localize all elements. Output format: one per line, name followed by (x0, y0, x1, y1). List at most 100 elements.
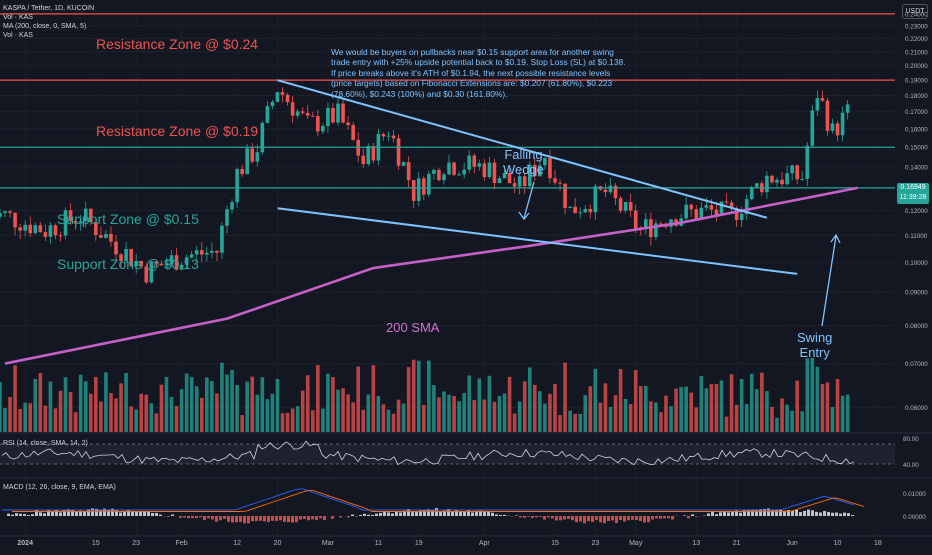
macd-histogram-bar (159, 515, 162, 516)
candle-body (266, 106, 270, 123)
volume-bar (402, 404, 406, 432)
volume-bar (826, 382, 830, 432)
macd-histogram-bar (535, 516, 538, 517)
candle-body (821, 98, 825, 100)
macd-histogram-bar (227, 516, 230, 522)
macd-legend[interactable]: MACD (12, 26, close, 9, EMA, EMA) (3, 483, 116, 492)
macd-histogram-bar (279, 516, 282, 520)
volume-bar (271, 394, 275, 432)
macd-histogram-bar (355, 516, 358, 517)
candle-body (442, 174, 446, 180)
macd-histogram-bar (299, 516, 302, 519)
volume-bar (533, 385, 537, 432)
volume-bar (155, 413, 159, 432)
macd-histogram-bar (647, 516, 650, 522)
candle-body (624, 202, 628, 211)
candle-body (205, 253, 209, 255)
price-tick-label: 0.08000 (905, 323, 928, 330)
indicator-legend-vol[interactable]: Vol · KAS (3, 13, 33, 22)
macd-histogram-bar (211, 516, 214, 519)
candle-body (568, 207, 572, 208)
macd-histogram-bar (259, 516, 262, 521)
indicator-legend-vol-2[interactable]: Vol · KAS (3, 31, 33, 40)
candle-body (472, 156, 476, 167)
candle-body (114, 242, 118, 255)
candle-body (200, 250, 204, 254)
indicator-legend-ma[interactable]: MA (200, close, 0, SMA, 5) (3, 22, 86, 31)
macd-histogram-bar (203, 516, 206, 520)
volume-bar (629, 404, 633, 432)
volume-bar (235, 385, 239, 432)
candle-body (321, 126, 325, 131)
volume-bar (669, 406, 673, 432)
macd-histogram-bar (151, 513, 154, 516)
macd-histogram-bar (615, 516, 618, 523)
macd-histogram-bar (547, 516, 550, 517)
falling-wedge-label: Falling Wedge (503, 147, 544, 177)
rsi-legend[interactable]: RSI (14, close, SMA, 14, 2) (3, 439, 88, 448)
macd-histogram-bar (435, 508, 438, 516)
volume-bar (220, 363, 224, 432)
time-tick-label: 10 (834, 540, 842, 547)
candle-body (220, 226, 224, 253)
macd-histogram-bar (711, 512, 714, 516)
volume-bar (720, 380, 724, 432)
volume-bar (139, 394, 143, 432)
candle-body (790, 165, 794, 173)
volume-bar (175, 406, 179, 432)
macd-histogram-bar (455, 510, 458, 516)
candle-body (558, 183, 562, 184)
volume-bar (619, 369, 623, 432)
macd-histogram-bar (731, 512, 734, 516)
candle-body (195, 250, 199, 254)
macd-histogram-bar (499, 515, 502, 516)
volume-bar (377, 396, 381, 432)
volume-bar (255, 395, 259, 432)
price-tick-label: 0.11000 (905, 233, 928, 240)
macd-histogram-bar (807, 510, 810, 516)
volume-bar (846, 395, 850, 432)
candle-body (311, 116, 315, 117)
macd-histogram-bar (303, 516, 306, 519)
volume-bar (740, 379, 744, 432)
time-tick-label: 11 (375, 540, 382, 547)
volume-bar (114, 398, 118, 432)
volume-bar (160, 385, 164, 432)
candle-body (467, 156, 471, 170)
time-tick-label: 18 (874, 540, 882, 547)
time-tick-label: 19 (415, 540, 423, 547)
macd-histogram-bar (387, 512, 390, 516)
volume-bar (730, 374, 734, 432)
volume-bar (800, 411, 804, 432)
macd-histogram-bar (743, 510, 746, 516)
candle-body (694, 209, 698, 218)
volume-bar (715, 384, 719, 432)
countdown-value: 11:39:28 (897, 193, 929, 203)
volume-bar (750, 374, 754, 432)
macd-tick-label: 0.00000 (903, 514, 926, 521)
macd-histogram-bar (199, 516, 202, 517)
candle-body (341, 104, 345, 123)
candle-body (518, 176, 522, 186)
chart-title: KASPA / Tether, 1D, KUCOIN (3, 4, 94, 13)
macd-histogram-bar (371, 515, 374, 516)
candle-body (109, 234, 113, 242)
candle-body (407, 162, 411, 180)
macd-histogram-bar (591, 516, 594, 522)
rsi-band (0, 444, 895, 464)
macd-histogram-bar (727, 512, 730, 516)
volume-bar (261, 377, 265, 432)
macd-histogram-bar (691, 514, 694, 516)
candle-body (432, 170, 436, 174)
candle-body (594, 186, 598, 212)
candle-body (281, 92, 285, 95)
volume-bar (372, 365, 376, 432)
macd-histogram-bar (463, 512, 466, 516)
price-tick-label: 0.14000 (905, 164, 928, 171)
volume-bar (442, 391, 446, 432)
candle-body (215, 251, 219, 253)
currency-button[interactable]: USDT (902, 4, 928, 19)
volume-bar (548, 394, 552, 432)
macd-histogram-bar (603, 516, 606, 523)
macd-histogram-bar (215, 516, 218, 522)
